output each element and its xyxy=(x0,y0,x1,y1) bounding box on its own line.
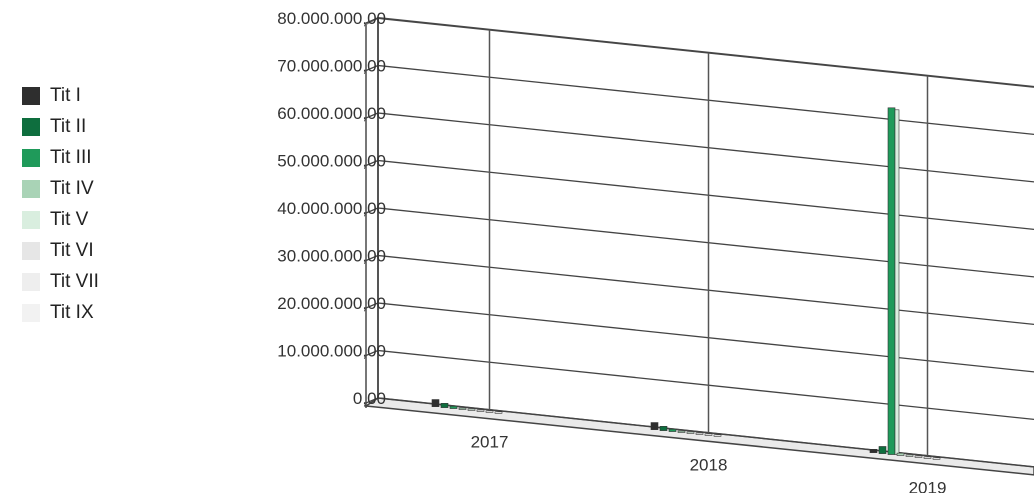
legend-label: Tit III xyxy=(50,146,92,168)
y-tick-label: 30.000.000,00 xyxy=(277,247,386,266)
bar xyxy=(467,408,476,411)
legend-label: Tit I xyxy=(50,84,81,106)
legend-label: Tit IV xyxy=(50,177,94,199)
chart-floor xyxy=(363,397,1034,476)
legend-label: Tit VII xyxy=(50,270,99,292)
y-axis-tick-labels: 0,00 10.000.000,00 20.000.000,00 30.000.000… xyxy=(277,9,386,408)
gridline xyxy=(377,302,1034,373)
bar xyxy=(923,456,932,459)
y-tick-label: 80.000.000,00 xyxy=(277,9,386,28)
gridlines xyxy=(365,17,1034,468)
legend-swatch xyxy=(22,241,40,260)
bar xyxy=(485,410,494,413)
bar xyxy=(695,432,704,435)
bar xyxy=(668,428,677,432)
x-axis-tick-labels: 2017 2018 2019 xyxy=(471,433,947,493)
bar xyxy=(905,454,914,457)
legend-swatch xyxy=(22,303,40,322)
legend-item: Tit I xyxy=(22,80,99,111)
bar xyxy=(431,399,440,407)
bar xyxy=(650,422,659,430)
bar xyxy=(677,430,686,433)
gridline xyxy=(377,254,1034,326)
gridline xyxy=(377,17,1034,88)
legend-swatch xyxy=(22,210,40,229)
y-tick xyxy=(365,207,379,214)
x-tick-label: 2017 xyxy=(471,433,509,452)
bar xyxy=(887,107,896,455)
bar xyxy=(896,452,905,456)
bar xyxy=(494,411,503,414)
y-tick-label: 10.000.000,00 xyxy=(277,342,386,361)
gridline xyxy=(377,159,1034,231)
bar xyxy=(440,403,449,408)
bar xyxy=(458,407,467,410)
legend-swatch xyxy=(22,148,40,167)
legend-item: Tit VI xyxy=(22,235,99,266)
bar xyxy=(869,449,878,453)
legend-swatch xyxy=(22,117,40,136)
legend-swatch xyxy=(22,86,40,105)
legend-item: Tit V xyxy=(22,204,99,235)
y-tick xyxy=(365,112,379,119)
y-tick-label: 60.000.000,00 xyxy=(277,104,386,123)
y-tick xyxy=(365,159,379,167)
legend-swatch xyxy=(22,272,40,291)
gridline xyxy=(377,207,1034,278)
bar xyxy=(449,405,458,409)
y-tick-label: 20.000.000,00 xyxy=(277,294,386,313)
y-tick-label: 0,00 xyxy=(353,389,386,408)
bars xyxy=(431,107,941,460)
legend-label: Tit II xyxy=(50,115,87,137)
legend-swatch xyxy=(22,179,40,198)
y-tick-label: 40.000.000,00 xyxy=(277,199,386,218)
gridline xyxy=(377,349,1034,421)
legend-label: Tit IX xyxy=(50,301,94,323)
chart-frame xyxy=(363,16,1034,476)
y-tick-label: 50.000.000,00 xyxy=(277,152,386,171)
back-wall-edge xyxy=(377,16,1034,398)
gridline xyxy=(377,112,1034,183)
legend-label: Tit VI xyxy=(50,239,94,261)
bar xyxy=(878,446,887,454)
y-tick xyxy=(365,302,379,309)
bar xyxy=(932,457,941,460)
bar xyxy=(713,434,722,437)
legend-item: Tit IV xyxy=(22,173,99,204)
gridline xyxy=(377,397,1034,468)
legend-label: Tit V xyxy=(50,208,89,230)
y-tick xyxy=(365,349,379,357)
legend-item: Tit III xyxy=(22,142,99,173)
y-tick xyxy=(365,17,379,24)
x-tick-label: 2018 xyxy=(690,456,728,475)
y-tick xyxy=(365,64,379,72)
bar xyxy=(659,426,668,431)
bar xyxy=(686,431,695,434)
y-tick xyxy=(365,254,379,262)
y-tick-label: 70.000.000,00 xyxy=(277,57,386,76)
y-tick xyxy=(365,397,379,404)
gridline xyxy=(377,64,1034,136)
bar-side xyxy=(894,109,900,455)
legend-item: Tit II xyxy=(22,111,99,142)
legend-item: Tit IX xyxy=(22,297,99,328)
bar xyxy=(914,455,923,458)
bar xyxy=(704,433,713,436)
x-tick-label: 2019 xyxy=(909,479,947,493)
legend-item: Tit VII xyxy=(22,266,99,297)
bar xyxy=(476,409,485,412)
chart-legend: Tit I Tit II Tit III Tit IV Tit V Tit VI Tit V… xyxy=(22,80,99,328)
